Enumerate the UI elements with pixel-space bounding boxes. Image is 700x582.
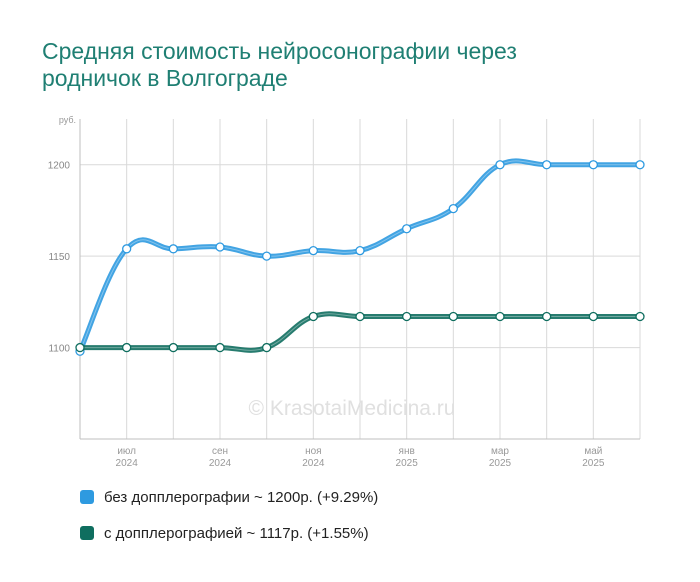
- legend-swatch-series-1: [80, 490, 94, 504]
- series-1-point: [635, 160, 645, 170]
- x-tick-label-year: 2024: [116, 458, 139, 469]
- series-1-point: [122, 244, 132, 254]
- x-tick-label-year: 2024: [302, 458, 325, 469]
- series-1-point: [168, 244, 178, 254]
- series-2-point: [215, 342, 225, 353]
- series-2-point: [635, 311, 645, 322]
- x-tick-label-month: июл: [117, 446, 136, 457]
- x-tick-label-year: 2025: [489, 458, 512, 469]
- y-tick-label: 1150: [48, 252, 70, 263]
- series-2-point: [355, 311, 365, 322]
- legend-swatch-series-2: [80, 526, 94, 540]
- y-axis-unit-label: руб.: [59, 115, 76, 125]
- series-1-point: [448, 203, 458, 214]
- series-1-point: [542, 160, 552, 170]
- series-2-point: [448, 311, 458, 322]
- series-2-point: [168, 342, 178, 353]
- series-2-point: [402, 311, 412, 322]
- x-tick-label-month: май: [584, 446, 602, 457]
- x-tick-label-year: 2025: [396, 458, 419, 469]
- x-tick-label-month: сен: [212, 446, 228, 457]
- series-1-point: [495, 160, 505, 170]
- series-1-point: [308, 246, 318, 256]
- y-tick-label: 1200: [48, 161, 71, 172]
- legend: без допплерографии ~ 1200р. (+9.29%) с д…: [80, 488, 378, 560]
- watermark: © KrasotaiMedicina.ru: [249, 397, 456, 420]
- series-1-point: [355, 246, 365, 256]
- series-1-point: [402, 224, 412, 234]
- series-2-point: [122, 342, 132, 353]
- legend-item-series-1[interactable]: без допплерографии ~ 1200р. (+9.29%): [80, 488, 378, 506]
- x-tick-label-year: 2024: [209, 458, 232, 469]
- series-1-point: [215, 242, 225, 252]
- chart-title-line-1: Средняя стоимость нейросонографии через: [42, 38, 517, 64]
- chart-title-line-2: родничок в Волгограде: [42, 65, 288, 91]
- series-1-point: [588, 160, 598, 170]
- legend-label-series-1: без допплерографии ~ 1200р. (+9.29%): [104, 488, 379, 506]
- legend-item-series-2[interactable]: с допплерографией ~ 1117р. (+1.55%): [80, 524, 378, 542]
- series-1-point: [262, 251, 272, 261]
- series-1: [75, 158, 645, 356]
- series-2-point: [542, 311, 552, 322]
- series-2-point: [588, 311, 598, 322]
- legend-label-series-2: с допплерографией ~ 1117р. (+1.55%): [104, 524, 369, 542]
- x-tick-label-month: янв: [399, 446, 415, 457]
- series-2-point: [262, 342, 272, 353]
- series-2: [75, 311, 645, 353]
- x-tick-label-month: мар: [491, 446, 509, 457]
- x-tick-label-month: ноя: [305, 446, 322, 457]
- chart-title: Средняя стоимость нейросонографии через …: [42, 38, 602, 92]
- y-tick-label: 1100: [48, 344, 70, 355]
- series-2-point: [495, 311, 505, 322]
- x-tick-label-year: 2025: [582, 458, 605, 469]
- series-2-point: [75, 342, 85, 353]
- series-2-point: [308, 311, 318, 322]
